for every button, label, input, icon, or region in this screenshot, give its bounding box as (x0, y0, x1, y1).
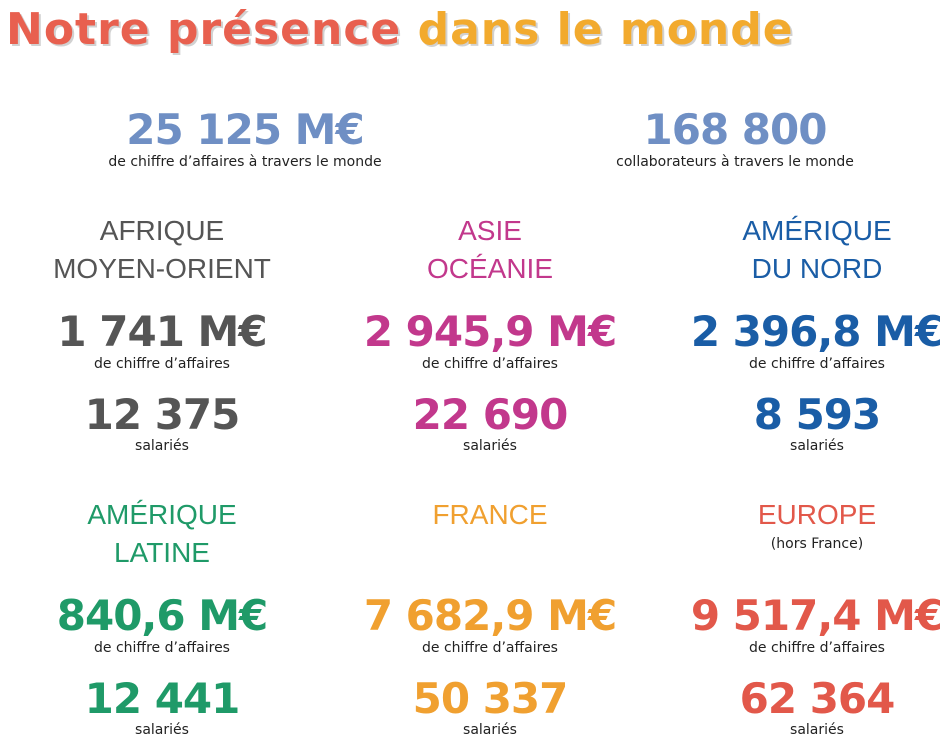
employees-label: salariés (790, 438, 844, 454)
region-name: ASIE (458, 215, 522, 246)
revenue: 9 517,4 M€ (690, 591, 940, 640)
employees: 12 375 (84, 390, 241, 439)
region-name: OCÉANIE (426, 253, 554, 284)
region-name: LATINE (114, 537, 210, 568)
employees-label: salariés (135, 438, 189, 454)
employees: 12 441 (84, 674, 241, 723)
revenue-label: de chiffre d’affaires (422, 640, 558, 656)
revenue: 2 945,9 M€ (363, 307, 617, 356)
title-part: dans le monde (417, 4, 794, 55)
region-name: AFRIQUE (99, 215, 225, 246)
employees: 8 593 (753, 390, 882, 439)
revenue-label: de chiffre d’affaires (94, 356, 230, 372)
summary-value: 168 800 (643, 105, 828, 154)
employees: 22 690 (412, 390, 569, 439)
title-part: Notre présence (6, 4, 402, 55)
region-name: MOYEN-ORIENT (53, 253, 271, 284)
revenue: 840,6 M€ (56, 591, 268, 640)
region-name: DU NORD (751, 253, 883, 284)
employees: 62 364 (739, 674, 896, 723)
region-name: FRANCE (432, 499, 548, 530)
summary-value: 25 125 M€ (126, 105, 364, 154)
revenue-label: de chiffre d’affaires (749, 356, 885, 372)
employees-label: salariés (463, 722, 517, 738)
region-name: AMÉRIQUE (742, 215, 892, 246)
region-name: AMÉRIQUE (87, 499, 237, 530)
employees: 50 337 (412, 674, 569, 723)
summary-label: collaborateurs à travers le monde (616, 154, 854, 170)
employees-label: salariés (135, 722, 189, 738)
employees-label: salariés (463, 438, 517, 454)
region-name: EUROPE (757, 499, 877, 530)
summary-label: de chiffre d’affaires à travers le monde (108, 154, 382, 170)
employees-label: salariés (790, 722, 844, 738)
title: Notre présence dans le monde (6, 4, 794, 55)
revenue-label: de chiffre d’affaires (749, 640, 885, 656)
revenue: 2 396,8 M€ (690, 307, 940, 356)
revenue-label: de chiffre d’affaires (422, 356, 558, 372)
revenue: 1 741 M€ (57, 307, 267, 356)
revenue-label: de chiffre d’affaires (94, 640, 230, 656)
region-note: (hors France) (770, 536, 864, 552)
revenue: 7 682,9 M€ (363, 591, 617, 640)
